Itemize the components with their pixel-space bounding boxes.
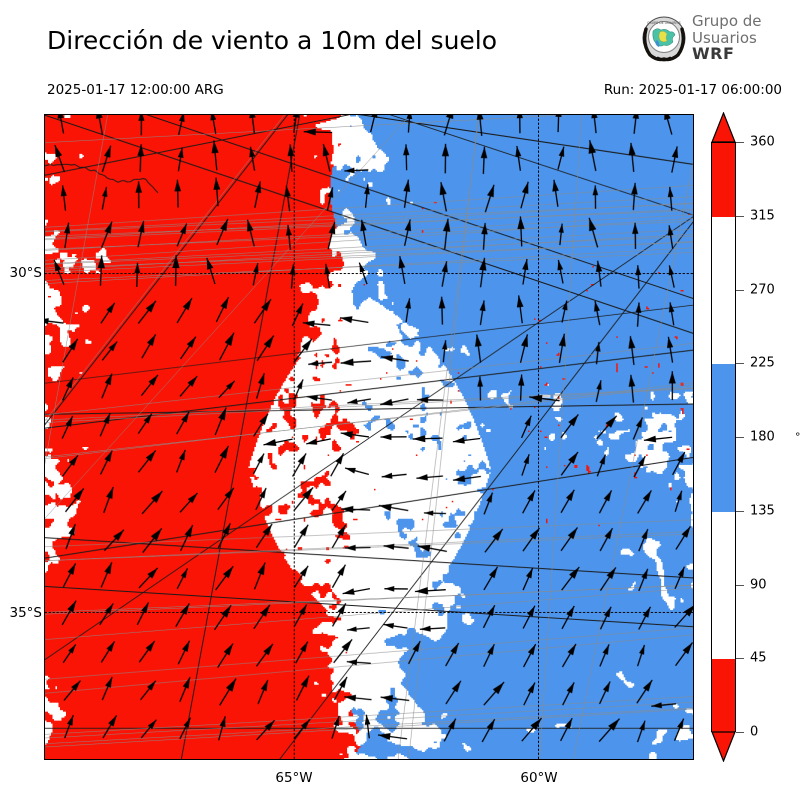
colorbar-extend-high	[711, 111, 736, 143]
svg-text:GRUPO DE USUARIOS: GRUPO DE USUARIOS	[647, 21, 681, 25]
colorbar-tick	[736, 363, 744, 365]
logo-line-3: WRF	[692, 44, 735, 63]
colorbar-tick-label: 180	[750, 429, 775, 445]
colorbar-tick	[736, 215, 744, 217]
y-axis-tick-label: 35°S	[9, 605, 43, 621]
x-axis-tick-label: 60°W	[520, 770, 558, 786]
colorbar-tick-label: 360	[750, 134, 775, 150]
colorbar-tick	[736, 584, 744, 586]
colorbar-band	[712, 659, 735, 733]
colorbar-band	[712, 511, 735, 660]
valid-time-label: 2025-01-17 12:00:00 ARG	[47, 82, 224, 98]
wind-direction-map[interactable]	[45, 115, 693, 759]
logo: GRUPO DE USUARIOS Grupo de Usuarios WRF	[640, 13, 792, 65]
colorbar-tick-label: 315	[750, 208, 775, 224]
colorbar-tick-label: 0	[750, 724, 759, 740]
colorbar[interactable]: 0 45 90 135 180 ° 225 270 315 360	[711, 111, 800, 763]
colorbar-body	[711, 142, 736, 733]
colorbar-tick	[736, 437, 744, 438]
colorbar-band	[712, 143, 735, 217]
colorbar-tick	[736, 289, 744, 291]
colorbar-extend-low	[711, 731, 736, 763]
colorbar-tick-label: 135	[750, 503, 775, 519]
y-axis-tick-label: 30°S	[9, 265, 43, 281]
colorbar-band	[712, 216, 735, 365]
map-panel[interactable]	[44, 114, 694, 760]
logo-text: Grupo de Usuarios WRF	[692, 13, 792, 65]
colorbar-tick	[736, 732, 744, 733]
page-title: Dirección de viento a 10m del suelo	[47, 26, 498, 55]
colorbar-tick-label: 270	[750, 282, 775, 297]
x-axis-tick-label: 65°W	[275, 770, 313, 786]
run-time-label: Run: 2025-01-17 06:00:00	[603, 82, 782, 98]
colorbar-band	[712, 364, 735, 512]
globe-emblem-icon: GRUPO DE USUARIOS	[642, 16, 686, 62]
colorbar-tick-label: 45	[750, 650, 767, 666]
logo-line-2: Usuarios	[692, 28, 757, 47]
colorbar-unit-label: °	[795, 430, 800, 444]
colorbar-tick	[736, 510, 744, 512]
colorbar-tick-label: 225	[750, 355, 775, 371]
colorbar-tick	[736, 142, 744, 143]
colorbar-tick-label: 90	[750, 577, 767, 592]
colorbar-tick	[736, 658, 744, 660]
logo-line-1: Grupo de	[692, 12, 762, 30]
